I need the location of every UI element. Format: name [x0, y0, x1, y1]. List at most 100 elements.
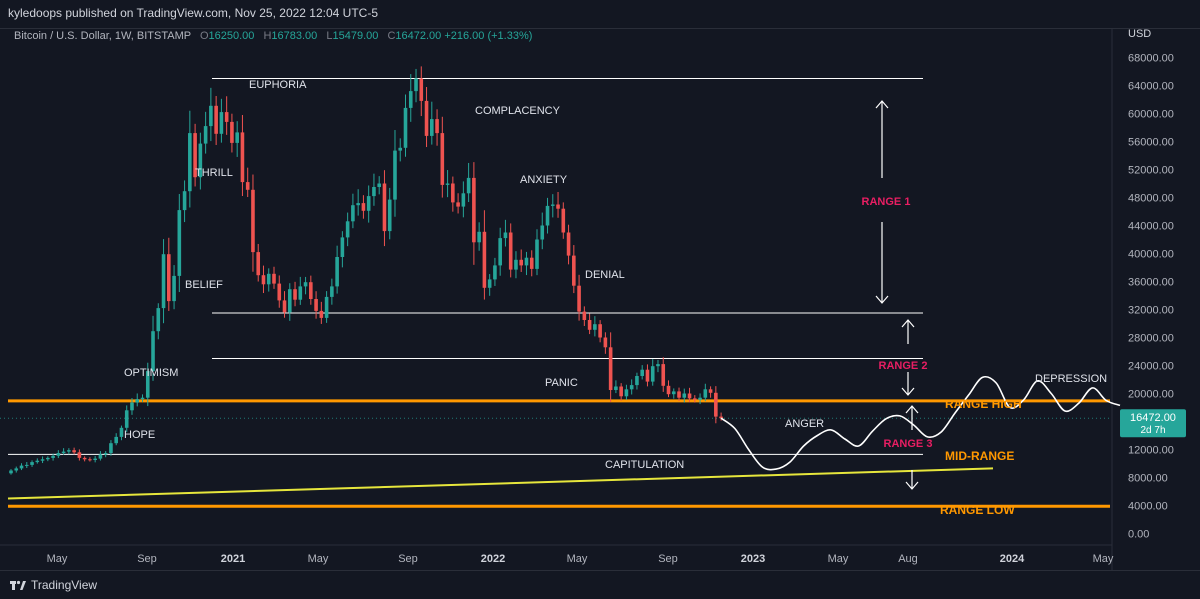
candle-body [619, 386, 623, 397]
candle-body [14, 468, 19, 471]
candle-body [572, 255, 576, 286]
range1-arrow-down-head [875, 295, 889, 304]
low-value: 15479.00 [332, 30, 379, 42]
candle-body [30, 462, 34, 465]
candle-body [298, 286, 303, 300]
tradingview-brand[interactable]: TradingView [10, 578, 97, 592]
candle-body [130, 402, 134, 411]
candle-body [508, 232, 513, 270]
candle-body [593, 324, 597, 330]
candle-body [635, 376, 639, 386]
y-tick-label: 28000.00 [1128, 333, 1174, 345]
candle-body [561, 208, 566, 233]
price-tag-box [1120, 409, 1186, 438]
candle-body [624, 389, 629, 397]
annotation-belief: BELIEF [185, 279, 223, 291]
y-tick-label: 20000.00 [1128, 389, 1174, 401]
annotation-euphoria: EUPHORIA [249, 79, 307, 91]
candle-body [88, 459, 92, 461]
candle-body [514, 259, 518, 270]
candle-body [503, 232, 508, 239]
candle-body [151, 331, 155, 372]
candle-body [614, 386, 618, 390]
candle-body [456, 202, 460, 207]
footer-bar: TradingView [0, 570, 1200, 599]
mid-range-label: MID-RANGE [945, 449, 1014, 463]
candle-body [119, 427, 124, 437]
x-tick-label: Sep [137, 553, 157, 565]
candle-body [650, 366, 655, 382]
candle-body [703, 389, 708, 398]
candle-body [182, 191, 187, 211]
candle-body [708, 389, 713, 393]
y-tick-label: 48000.00 [1128, 193, 1174, 205]
x-tick-label: Sep [658, 553, 678, 565]
candle-body [272, 273, 276, 284]
y-tick-label: 36000.00 [1128, 277, 1174, 289]
candle-body [98, 454, 103, 459]
candle-body [671, 391, 676, 395]
candle-body [103, 453, 108, 455]
close-value: 16472.00 [395, 30, 442, 42]
brand-label: TradingView [31, 578, 98, 592]
candle-body [366, 196, 371, 211]
candle-body [261, 275, 266, 285]
symbol-label: Bitcoin / U.S. Dollar, 1W, BITSTAMP [14, 30, 191, 42]
candle-body [124, 410, 129, 428]
candle-body [403, 107, 408, 148]
range-label: RANGE 1 [862, 196, 911, 208]
candle-body [398, 147, 403, 151]
candle-body [419, 78, 424, 101]
candle-body [493, 265, 497, 280]
y-tick-label: 68000.00 [1128, 53, 1174, 65]
candle-body [577, 285, 581, 312]
candle-body [309, 282, 313, 299]
x-tick-label: May [308, 553, 329, 565]
candle-body [487, 279, 492, 288]
range2-arrow-up-head [901, 319, 915, 328]
candle-body [235, 132, 239, 143]
candle-body [135, 399, 140, 403]
candle-body [719, 416, 723, 419]
x-tick-label: May [567, 553, 588, 565]
candle-body [224, 112, 229, 122]
y-tick-label: 60000.00 [1128, 109, 1174, 121]
candle-body [687, 393, 692, 399]
low-label: L [326, 30, 333, 42]
candle-body [256, 252, 261, 276]
mid-range-trendline [7, 467, 994, 500]
candle-body [61, 451, 66, 453]
open-label: O [199, 30, 209, 42]
x-tick-label: May [828, 553, 849, 565]
close-label: C [387, 30, 396, 42]
annotation-depression: DEPRESSION [1035, 373, 1107, 385]
candle-body [377, 183, 381, 187]
range-label: RANGE 2 [879, 360, 928, 372]
x-tick-label: Aug [898, 553, 918, 565]
candle-body [445, 183, 450, 185]
candle-body [661, 364, 666, 386]
candle-body [251, 189, 255, 253]
y-tick-label: 44000.00 [1128, 221, 1174, 233]
price-chart[interactable]: USD 68000.00 64000.00 60000.00 56000.00 52000… [0, 28, 1200, 570]
candle-body [482, 231, 487, 288]
x-tick-label: 2024 [1000, 553, 1025, 565]
candle-body [24, 464, 29, 466]
candle-body [414, 78, 418, 92]
candle-body [230, 121, 234, 143]
candle-body [114, 436, 118, 444]
candle-body [324, 296, 329, 318]
candle-body [188, 133, 192, 192]
header-bar: kyledoops published on TradingView.com, … [0, 0, 1200, 29]
x-tick-label: May [47, 553, 68, 565]
published-text: kyledoops published on TradingView.com, … [8, 6, 379, 20]
candle-body [387, 199, 392, 232]
candle-body [519, 259, 524, 266]
candle-body [67, 450, 71, 452]
candle-body [440, 133, 445, 185]
price-tag-value: 16472.00 [1130, 412, 1176, 424]
candle-body [472, 177, 476, 243]
candle-body [193, 133, 197, 178]
candle-body [645, 369, 650, 382]
candle-body [140, 397, 145, 400]
